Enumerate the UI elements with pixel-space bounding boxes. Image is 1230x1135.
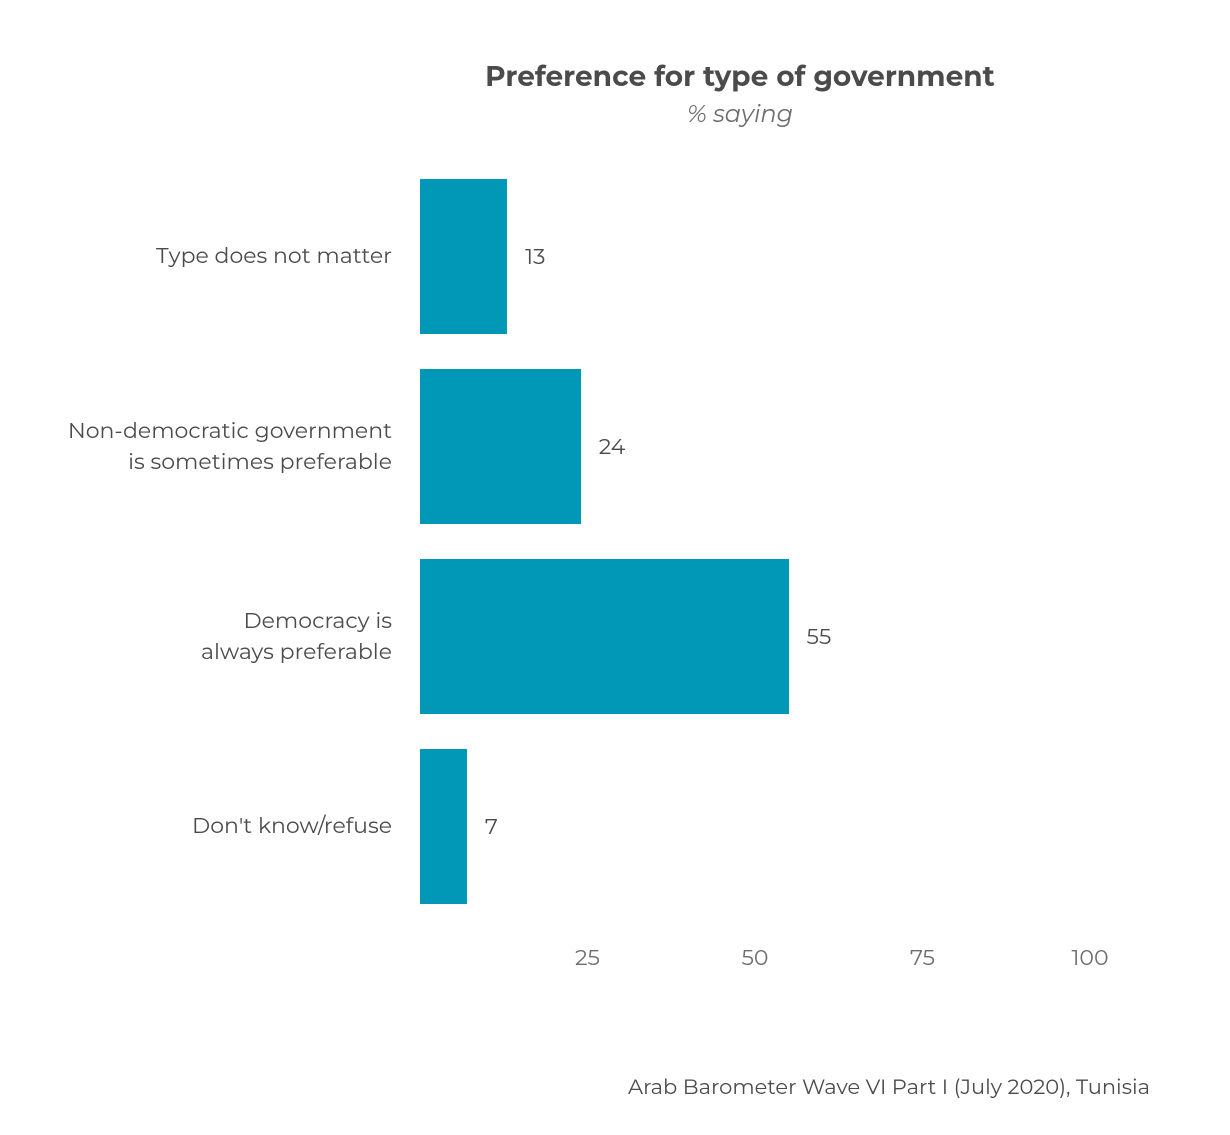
bar-row: Democracy isalways preferable55 (420, 559, 1090, 714)
bar-value: 24 (581, 433, 626, 460)
x-axis-tick: 100 (1071, 944, 1108, 971)
bar-row: Non-democratic governmentis sometimes pr… (420, 369, 1090, 524)
chart-container: Preference for type of government % sayi… (0, 0, 1230, 1135)
x-axis: 255075100 (420, 944, 1090, 974)
chart-subtitle: % saying (330, 100, 1150, 129)
bars-region: Type does not matter13 Non-democratic gov… (420, 179, 1090, 929)
bar-label: Non-democratic governmentis sometimes pr… (68, 416, 420, 478)
bar-label: Don't know/refuse (192, 811, 420, 842)
bar-label: Type does not matter (156, 241, 420, 272)
bar-rect (420, 369, 581, 524)
chart-title: Preference for type of government (330, 60, 1150, 94)
bar-row: Type does not matter13 (420, 179, 1090, 334)
x-axis-tick: 25 (575, 944, 600, 971)
x-axis-tick: 75 (910, 944, 935, 971)
bar-value: 7 (467, 813, 498, 840)
bar-label: Democracy isalways preferable (201, 606, 420, 668)
plot-area: Type does not matter13Non-democratic gov… (80, 179, 1150, 999)
x-axis-tick: 50 (741, 944, 768, 971)
chart-footnote: Arab Barometer Wave VI Part I (July 2020… (628, 1075, 1150, 1100)
bar-row: Don't know/refuse7 (420, 749, 1090, 904)
bar-value: 55 (789, 623, 832, 650)
bar-rect (420, 749, 467, 904)
bar-value: 13 (507, 243, 545, 270)
chart-title-block: Preference for type of government % sayi… (80, 60, 1150, 129)
bar-rect (420, 559, 789, 714)
bar-rect (420, 179, 507, 334)
